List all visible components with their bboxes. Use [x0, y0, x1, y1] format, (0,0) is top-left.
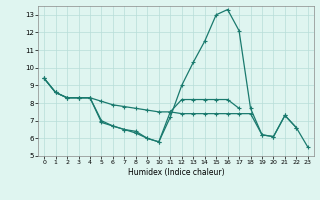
X-axis label: Humidex (Indice chaleur): Humidex (Indice chaleur)	[128, 168, 224, 177]
